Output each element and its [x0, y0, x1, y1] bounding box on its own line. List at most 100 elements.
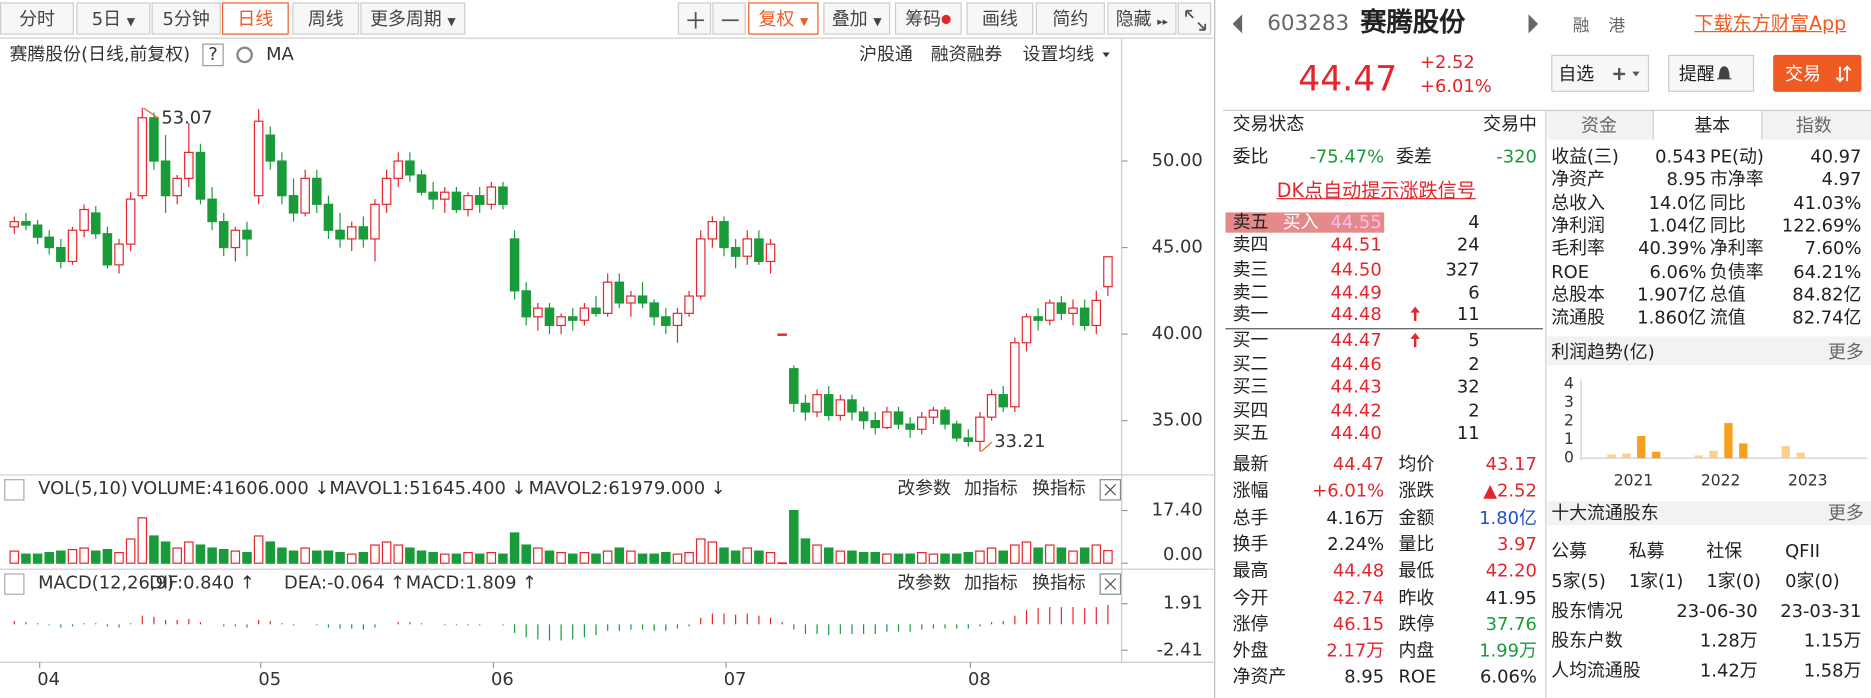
order-label: 卖四 — [1232, 233, 1269, 256]
candle-body — [1044, 302, 1055, 321]
icon — [687, 11, 705, 29]
label: 委比 — [1232, 145, 1269, 168]
y-tick-label: 4 — [1564, 375, 1574, 393]
order-price: 44.46 — [1330, 353, 1382, 375]
toolbar-button[interactable]: 更多周期 ▼ — [360, 2, 466, 35]
settings-icon[interactable] — [236, 46, 253, 64]
value: -320 — [1496, 145, 1537, 168]
link[interactable]: 设置均线 — [1023, 44, 1095, 65]
stat-label: 涨停 — [1232, 613, 1269, 635]
close-icon[interactable] — [1099, 479, 1122, 501]
order-volume: 6 — [1468, 281, 1480, 304]
value: 1.28万 — [1699, 630, 1758, 652]
toolbar-button[interactable]: 日线 — [221, 2, 289, 35]
volume-bar — [509, 532, 520, 564]
divider — [1223, 109, 1871, 111]
y-tick-label: 40.00 — [1152, 323, 1203, 344]
quick-buy[interactable]: 买入 — [1282, 211, 1319, 233]
volume-bar — [626, 550, 636, 564]
candle-body — [370, 203, 380, 240]
fund-label: 总股本 — [1551, 283, 1605, 306]
toolbar-button[interactable]: 分时 — [0, 2, 74, 35]
toolbar-button[interactable]: 叠加 ▼ — [823, 2, 891, 35]
volume-bar — [288, 550, 299, 564]
alert-button-bg[interactable] — [1668, 54, 1755, 92]
toolbar-button[interactable]: 复权 ▼ — [748, 2, 819, 35]
profit-bar — [1607, 454, 1616, 459]
toolbar-button[interactable]: 周线 — [292, 2, 360, 35]
button[interactable]: 交易 — [1785, 63, 1821, 85]
profit-bar — [1622, 453, 1631, 459]
value: 1.80亿 — [1479, 506, 1537, 529]
toolbar-button[interactable]: 隐藏 ▸▸ — [1107, 2, 1177, 35]
help[interactable]: ? — [208, 44, 218, 65]
value: 14.0亿 — [1648, 191, 1707, 214]
toolbar-button[interactable]: 5分钟 — [151, 2, 221, 35]
signal-link[interactable]: DK点自动提示涨跌信号 — [1276, 178, 1476, 202]
help-box[interactable] — [4, 573, 25, 595]
fund-label: 毛利率 — [1551, 237, 1605, 260]
help-box[interactable] — [202, 43, 224, 67]
tab[interactable]: 资金 — [1581, 114, 1617, 137]
button[interactable]: 提醒 — [1678, 63, 1715, 85]
tab[interactable]: 指数 — [1795, 114, 1832, 137]
toolbar-icon[interactable] — [712, 2, 746, 35]
stat-label: 涨幅 — [1232, 480, 1269, 502]
tag[interactable]: 港 — [1608, 16, 1626, 36]
tag[interactable]: 融 — [1572, 16, 1590, 36]
watch-button-bg[interactable] — [1551, 54, 1650, 92]
indicator-button[interactable]: 换指标 — [1032, 478, 1086, 499]
link[interactable]: 融资融券 — [931, 44, 1003, 65]
indicator-button[interactable]: 换指标 — [1032, 572, 1086, 593]
toolbar-button[interactable]: 5日 ▼ — [76, 2, 151, 35]
value: 2.17万 — [1326, 639, 1385, 662]
value: 23-03-31 — [1780, 600, 1862, 622]
toolbar-button[interactable]: 画线 — [966, 2, 1034, 35]
prev-arrow[interactable] — [1232, 14, 1243, 34]
toolbar-button[interactable]: 简约 — [1035, 2, 1105, 35]
volume-bar — [556, 552, 566, 564]
order-price: 44.55 — [1330, 211, 1382, 233]
order-label: 卖五 — [1232, 211, 1269, 233]
candle-body — [312, 177, 322, 205]
volume-bar — [719, 547, 729, 564]
indicator-button[interactable]: 加指标 — [964, 478, 1018, 499]
order-volume: 11 — [1456, 303, 1480, 325]
link[interactable]: 沪股通 — [859, 44, 913, 65]
candle-body — [218, 221, 229, 249]
icon — [1185, 9, 1207, 31]
volume-bar — [928, 553, 939, 564]
value: 1.860亿 — [1637, 306, 1707, 329]
ma-label[interactable]: MA — [266, 44, 294, 65]
candle-body — [1068, 307, 1078, 314]
download-link[interactable]: 下载东方财富App — [1694, 11, 1847, 35]
volume-bar — [986, 547, 997, 564]
help-box[interactable] — [4, 479, 25, 501]
indicator-button[interactable]: 改参数 — [897, 478, 951, 499]
order-label: 卖一 — [1232, 303, 1269, 325]
caret — [1632, 71, 1640, 77]
volume-bar — [835, 550, 846, 564]
tab[interactable]: 基本 — [1694, 114, 1731, 137]
indicator-button[interactable]: 加指标 — [964, 572, 1018, 593]
close-icon[interactable] — [1099, 573, 1122, 595]
candle-body — [90, 212, 101, 235]
volume-bar — [172, 547, 182, 564]
toolbar-icon[interactable] — [1177, 2, 1212, 35]
profit-bar — [1709, 450, 1718, 459]
order-label: 买三 — [1232, 375, 1269, 398]
fund-label: 流通股 — [1551, 306, 1605, 329]
volume-bar — [265, 541, 276, 564]
candle-body — [963, 437, 974, 442]
indicator-header: MACD:1.809 ↑ — [406, 572, 537, 593]
toolbar-icon[interactable] — [677, 2, 712, 35]
volume-bar — [125, 538, 136, 564]
button[interactable]: 自选 — [1558, 63, 1595, 85]
indicator-button[interactable]: 改参数 — [897, 572, 951, 593]
toolbar-button[interactable]: 筹码● — [894, 2, 962, 35]
next-arrow[interactable] — [1528, 14, 1539, 34]
value: 42.74 — [1332, 586, 1385, 608]
x-tick-label: 2021 — [1614, 471, 1653, 489]
quick-buy-bg[interactable] — [1225, 212, 1385, 233]
